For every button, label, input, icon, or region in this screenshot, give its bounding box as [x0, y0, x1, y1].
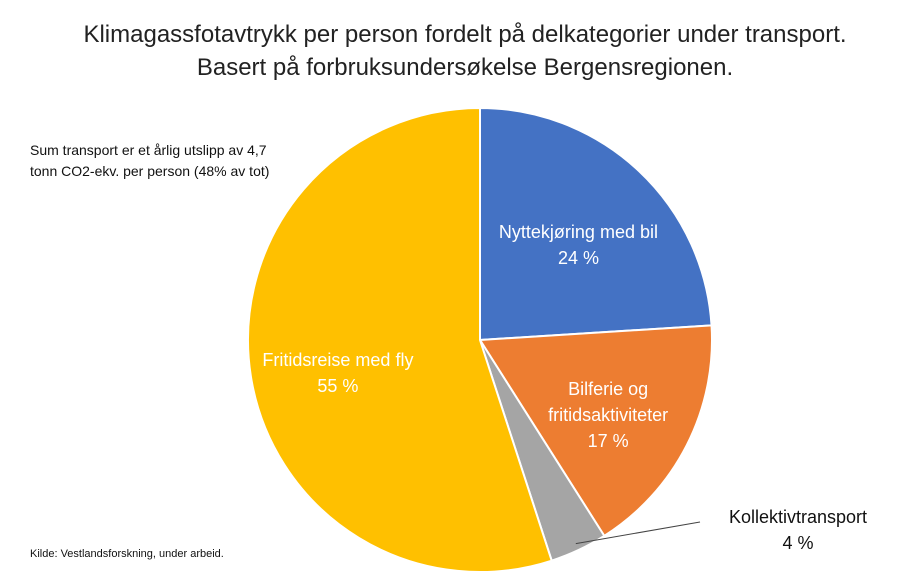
- category-label: Fritidsreise med fly: [262, 349, 414, 370]
- chart-title: Klimagassfotavtrykk per person fordelt p…: [83, 21, 847, 81]
- value-label: 17 %: [587, 431, 629, 452]
- category-label: Bilferie og fritidsaktiviteter: [548, 379, 669, 426]
- source: Kilde: Vestlandsforskning, under arbeid.: [30, 548, 224, 560]
- leader-line: [575, 521, 701, 545]
- category-label: Nyttekjøring med bil: [498, 222, 658, 243]
- data-label: Bilferie og fritidsaktiviteter 17 %: [513, 376, 703, 454]
- value-label: 55 %: [317, 375, 359, 396]
- data-label: Fritidsreise med fly 55 %: [243, 347, 433, 399]
- pie-slice: [247, 106, 553, 573]
- data-label: Kollektivtransport 4 %: [688, 504, 908, 556]
- annotation: Sum transport er et årlig utslipp av 4,7…: [30, 142, 270, 179]
- value-label: 24 %: [557, 248, 599, 269]
- pie-slice: [478, 324, 713, 538]
- value-label: 4 %: [782, 533, 814, 553]
- data-label: Nyttekjøring med bil 24 %: [483, 219, 673, 271]
- pie-slice: [479, 106, 713, 342]
- category-label: Kollektivtransport: [728, 507, 868, 527]
